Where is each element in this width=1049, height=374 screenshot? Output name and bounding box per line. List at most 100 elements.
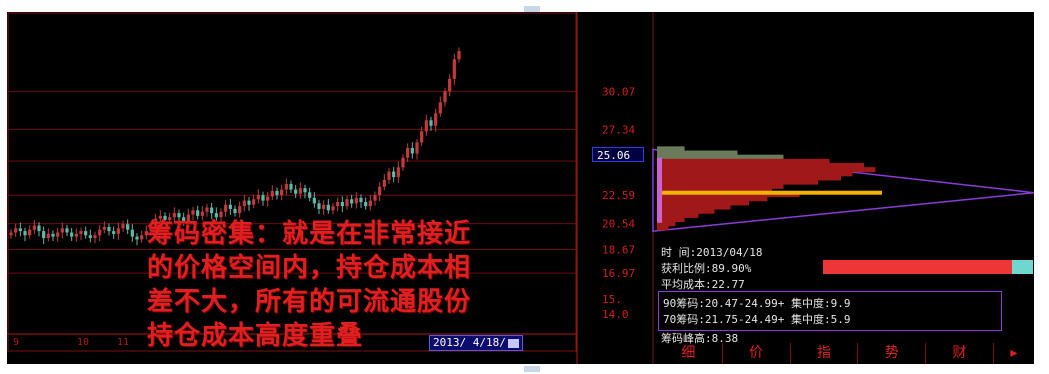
- candle-body: [270, 190, 274, 197]
- candle-body: [317, 203, 321, 209]
- candle-body: [331, 206, 335, 211]
- caption-line: 持仓成本高度重叠: [147, 321, 364, 351]
- chip-bar: [657, 162, 864, 168]
- candle-body: [452, 59, 456, 79]
- candle-body: [382, 179, 386, 187]
- candle-body: [345, 199, 349, 207]
- chip-bar: [657, 158, 830, 164]
- top-resize-grip[interactable]: [524, 6, 540, 12]
- bottom-resize-grip[interactable]: [524, 366, 540, 372]
- candle-body: [238, 206, 242, 214]
- candle-body: [28, 229, 32, 236]
- candle-body: [219, 211, 223, 218]
- date-badge[interactable]: 2013/ 4/18/: [429, 335, 523, 351]
- candle-body: [378, 186, 382, 196]
- chip-bar: [657, 200, 749, 206]
- candle-body: [177, 213, 181, 218]
- tab-index[interactable]: 指: [789, 343, 858, 364]
- candle-body: [443, 91, 447, 103]
- candle-body: [107, 226, 111, 232]
- candle-body: [14, 228, 18, 233]
- chart-canvas: 30.07 27.34 22.59 20.54 18.67 16.97 15. 14.0 9 10…: [7, 12, 1034, 364]
- chip-bar: [657, 171, 853, 177]
- candle-body: [312, 197, 316, 204]
- candle-body: [172, 213, 176, 218]
- caption-line: 的价格空间内，持仓成本相: [147, 253, 472, 283]
- candle-body: [60, 228, 64, 233]
- calendar-icon[interactable]: [507, 338, 519, 348]
- candle-body: [261, 195, 265, 201]
- candle-body: [322, 204, 326, 209]
- candle-body: [102, 226, 106, 230]
- current-price-marker: 25.06: [592, 147, 644, 162]
- candle-body: [368, 200, 372, 207]
- chip-bar: [657, 217, 685, 223]
- candle-body: [275, 190, 279, 196]
- chip-bar: [657, 187, 772, 193]
- tab-finance[interactable]: 财: [925, 343, 993, 364]
- x-axis-tick-label: 11: [117, 337, 129, 348]
- candle-body: [429, 120, 433, 126]
- candle-body: [46, 233, 50, 239]
- candle-body: [326, 204, 330, 211]
- candle-body: [266, 196, 270, 201]
- bottom-tab-bar: 细 价 指 势 财 ▸: [655, 343, 1034, 364]
- chip-bar: [657, 146, 685, 152]
- candle-body: [18, 228, 22, 232]
- chip-bar: [657, 154, 784, 160]
- chip-bar: [657, 175, 841, 181]
- candle-body: [359, 197, 363, 203]
- candle-body: [406, 147, 410, 158]
- candle-body: [289, 184, 293, 190]
- candle-body: [144, 231, 148, 236]
- candle-body: [233, 208, 237, 214]
- stock-chart-window: 30.07 27.34 22.59 20.54 18.67 16.97 15. 14.0 9 10…: [7, 12, 1034, 364]
- tab-trend[interactable]: 势: [857, 343, 925, 364]
- candle-body: [70, 232, 74, 237]
- candle-body: [420, 131, 424, 143]
- price-axis-label: 18.67: [602, 244, 635, 257]
- candle-body: [9, 232, 13, 236]
- candle-body: [88, 235, 92, 239]
- candle-body: [303, 188, 307, 193]
- x-axis-tick-label: 9: [13, 337, 19, 348]
- candle-body: [242, 200, 246, 207]
- tab-detail[interactable]: 细: [681, 345, 696, 361]
- candle-body: [65, 228, 69, 233]
- candle-body: [280, 189, 284, 196]
- candle-body: [93, 235, 97, 239]
- candle-body: [336, 202, 340, 207]
- candle-body: [37, 225, 41, 232]
- x-axis-tick-label: 10: [77, 337, 89, 348]
- candle-body: [205, 207, 209, 212]
- candle-body: [294, 189, 298, 194]
- info-peak: 筹码峰高:8.38: [661, 332, 739, 345]
- candle-body: [424, 120, 428, 132]
- chip-range-strip: [657, 157, 662, 223]
- candle-body: [410, 147, 414, 154]
- candle-body: [84, 231, 88, 236]
- chip-bar: [657, 167, 876, 173]
- candle-body: [210, 207, 214, 214]
- info-chip70: 70筹码:21.75-24.49+ 集中度:5.9: [663, 313, 851, 326]
- candle-body: [350, 199, 354, 204]
- tab-more-arrow[interactable]: ▸: [992, 343, 1034, 364]
- candle-body: [163, 215, 167, 221]
- candle-body: [247, 200, 251, 205]
- tab-price[interactable]: 价: [721, 343, 790, 364]
- candle-body: [354, 197, 358, 204]
- date-text: 2013/ 4/18/: [433, 336, 506, 349]
- chip-bar: [657, 221, 676, 227]
- info-chip90: 90筹码:20.47-24.99+ 集中度:9.9: [663, 297, 851, 310]
- info-profit-ratio: 获利比例:89.90%: [661, 262, 752, 275]
- profit-ratio-bar: [823, 260, 1033, 274]
- candle-body: [373, 195, 377, 201]
- candle-body: [438, 102, 442, 114]
- candle-body: [51, 233, 55, 237]
- price-axis-label: 30.07: [602, 86, 635, 99]
- candle-body: [149, 225, 153, 232]
- chip-bar: [657, 179, 818, 185]
- candle-body: [401, 157, 405, 168]
- price-axis-label: 14.0: [602, 308, 629, 321]
- info-avg-cost: 平均成本:22.77: [661, 278, 745, 291]
